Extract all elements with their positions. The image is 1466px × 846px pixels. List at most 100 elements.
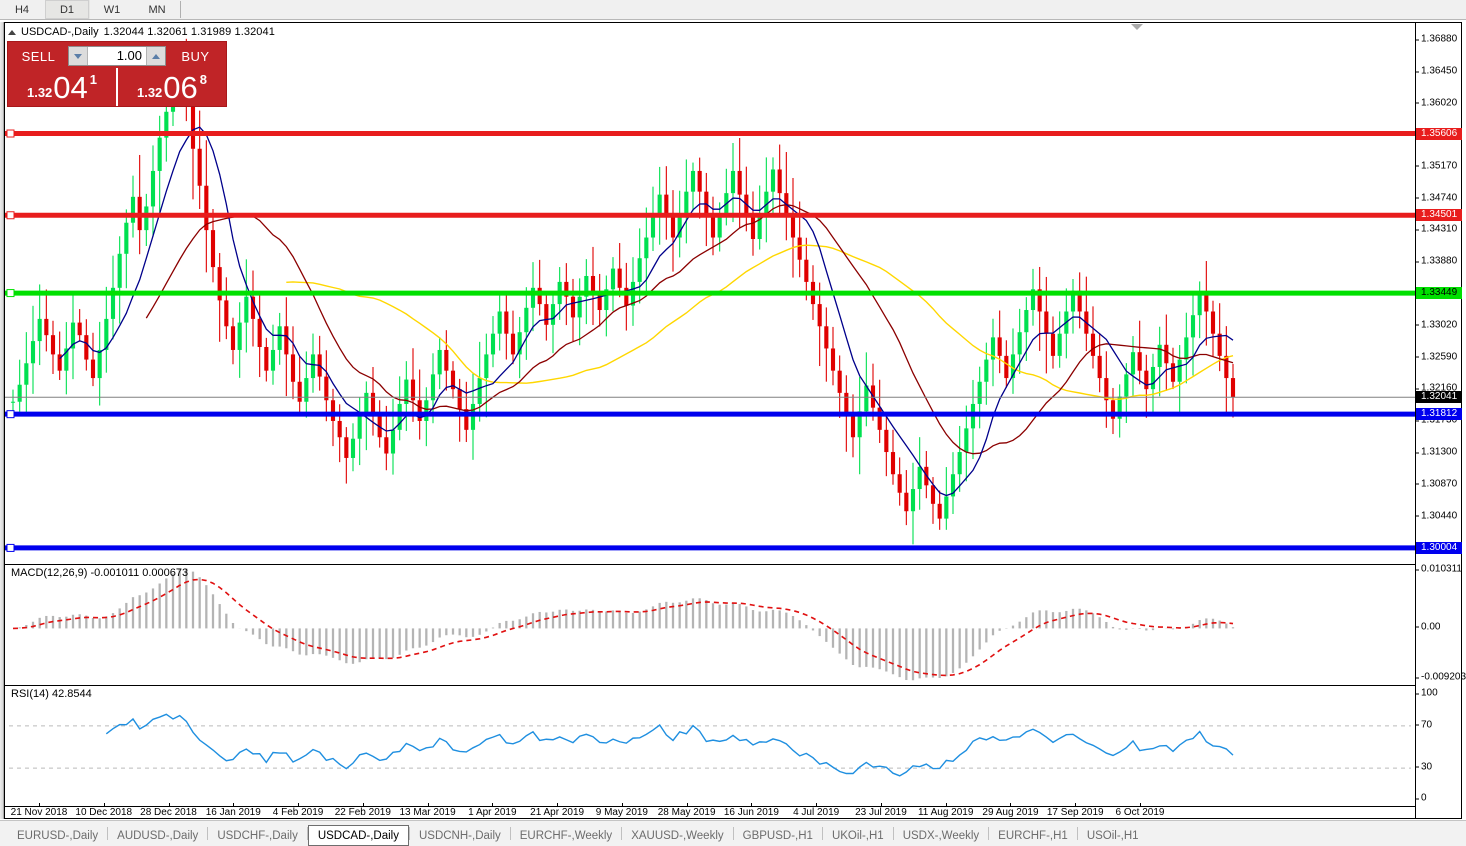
price-tick-1.31300: 1.31300 (1416, 447, 1457, 458)
buy-price-button[interactable]: 1.32 06 8 (116, 68, 226, 106)
candle-body (450, 370, 456, 390)
candle-body (424, 400, 429, 421)
volume-stepper[interactable]: 1.00 (68, 46, 166, 66)
level-line-handle[interactable] (6, 289, 15, 298)
chart-tab-usdchf--daily[interactable]: USDCHF-,Daily (217, 830, 298, 842)
time-label: 4 Jul 2019 (793, 807, 840, 818)
chart-tab-audusd--daily[interactable]: AUDUSD-,Daily (117, 830, 199, 842)
level-line-handle[interactable] (6, 129, 15, 138)
rsi-chart-svg (9, 713, 1411, 777)
time-label: 11 Aug 2019 (917, 807, 974, 818)
candle-body (977, 381, 982, 404)
time-tick (39, 803, 40, 807)
candle-body (284, 326, 289, 355)
time-label: 16 Jun 2019 (723, 807, 779, 818)
candle-body (544, 304, 549, 325)
price-badge-1.30004: 1.30004 (1416, 541, 1462, 554)
candle-body (1144, 370, 1149, 390)
candle-body (1010, 354, 1016, 379)
level-line-handle[interactable] (6, 543, 15, 552)
candle-body (357, 413, 362, 439)
chart-tab-ukoil--h1[interactable]: UKOil-,H1 (831, 830, 884, 842)
collapse-triangle-icon[interactable] (8, 29, 16, 35)
candle-body (17, 384, 22, 402)
candle-body (644, 237, 649, 259)
chart-tab-eurusd--daily[interactable]: EURUSD-,Daily (17, 830, 99, 842)
candle-body (717, 215, 722, 238)
chart-scroll-gutter[interactable] (0, 22, 4, 819)
candle-body (704, 191, 709, 214)
candle-body (244, 296, 249, 323)
candle-body (164, 111, 169, 138)
candle-body (937, 503, 942, 519)
level-line-handle[interactable] (6, 211, 15, 220)
candle-body (1057, 333, 1062, 356)
candle-body (824, 326, 829, 349)
chart-tab-eurchf--weekly[interactable]: EURCHF-,Weekly (519, 830, 613, 842)
time-tick (168, 803, 170, 807)
timeframe-d1[interactable]: D1 (45, 0, 90, 19)
time-tick (1140, 803, 1141, 807)
candle-body (797, 237, 802, 260)
candle-body (690, 170, 696, 192)
chart-area[interactable]: MACD(12,26,9) -0.001011 0.000673 RSI(14)… (4, 22, 1466, 819)
macd-histogram (18, 568, 1235, 681)
time-label: 13 Mar 2019 (399, 807, 456, 818)
time-label: 21 Nov 2018 (10, 807, 68, 818)
candle-body (730, 170, 736, 194)
candle-body (110, 287, 116, 319)
rsi-pane[interactable]: RSI(14) 42.8544 (5, 685, 1415, 808)
candle-body (204, 185, 209, 231)
macd-pane[interactable]: MACD(12,26,9) -0.001011 0.000673 (5, 564, 1415, 685)
candle-body (964, 428, 969, 453)
chart-tab-eurchf--h1[interactable]: EURCHF-,H1 (998, 830, 1068, 842)
candle-body (877, 407, 882, 430)
tab-divider (306, 827, 308, 840)
candle-body (77, 322, 82, 336)
sell-label[interactable]: SELL (21, 48, 56, 64)
one-click-trading-panel[interactable]: SELL 1.00 BUY 1.32 04 1 1.32 06 8 (7, 41, 227, 107)
price-scale[interactable]: 1.36880 1.36450 1.36020 1.35170 1.34740 1.343… (1415, 23, 1466, 818)
chart-tab-gbpusd--h1[interactable]: GBPUSD-,H1 (742, 830, 813, 842)
candle-body (904, 492, 909, 512)
volume-input[interactable]: 1.00 (116, 48, 142, 63)
candle-body (1004, 355, 1009, 379)
price-chart-svg (5, 38, 1415, 552)
chart-tab-xauusd--weekly[interactable]: XAUUSD-,Weekly (631, 830, 724, 842)
candle-body (1124, 374, 1129, 397)
price-badge-1.32041: 1.32041 (1416, 391, 1462, 404)
volume-increase-button[interactable] (146, 47, 165, 65)
candle-body (1017, 332, 1022, 355)
buy-price-fraction: 8 (199, 72, 208, 87)
buy-label[interactable]: BUY (181, 48, 210, 64)
candle-body (510, 333, 516, 355)
candle-body (217, 267, 222, 301)
volume-decrease-button[interactable] (69, 47, 88, 65)
candle-body (97, 349, 102, 379)
level-line-handle[interactable] (6, 410, 15, 419)
price-tick-1.36450: 1.36450 (1416, 66, 1457, 77)
time-label: 29 Aug 2019 (982, 807, 1039, 818)
price-tick-1.31730: 1.31730 (1416, 415, 1457, 426)
chart-tab-usdx--weekly[interactable]: USDX-,Weekly (902, 830, 980, 842)
time-tick (1010, 803, 1012, 807)
time-label: 22 Feb 2019 (334, 807, 391, 818)
candle-body (90, 359, 96, 379)
candle-body (504, 311, 509, 334)
price-tick-1.36020: 1.36020 (1416, 97, 1457, 108)
candle-body (570, 296, 576, 318)
timeframe-w1[interactable]: W1 (103, 3, 121, 16)
chart-tab-usdcad--daily[interactable]: USDCAD-,Daily (307, 825, 409, 846)
tab-divider (892, 827, 894, 840)
timeframe-h4[interactable]: H4 (14, 3, 30, 16)
chart-tab-usdcnh--daily[interactable]: USDCNH-,Daily (418, 830, 501, 842)
candle-body (470, 403, 476, 430)
chart-tab-usoil--h1[interactable]: USOil-,H1 (1086, 830, 1139, 842)
price-pane[interactable] (5, 23, 1415, 563)
candle-body (697, 170, 702, 192)
candle-body (944, 496, 949, 519)
candle-body (157, 137, 162, 171)
sell-price-button[interactable]: 1.32 04 1 (8, 68, 116, 106)
candle-body (1077, 290, 1082, 312)
timeframe-mn[interactable]: MN (148, 3, 166, 16)
